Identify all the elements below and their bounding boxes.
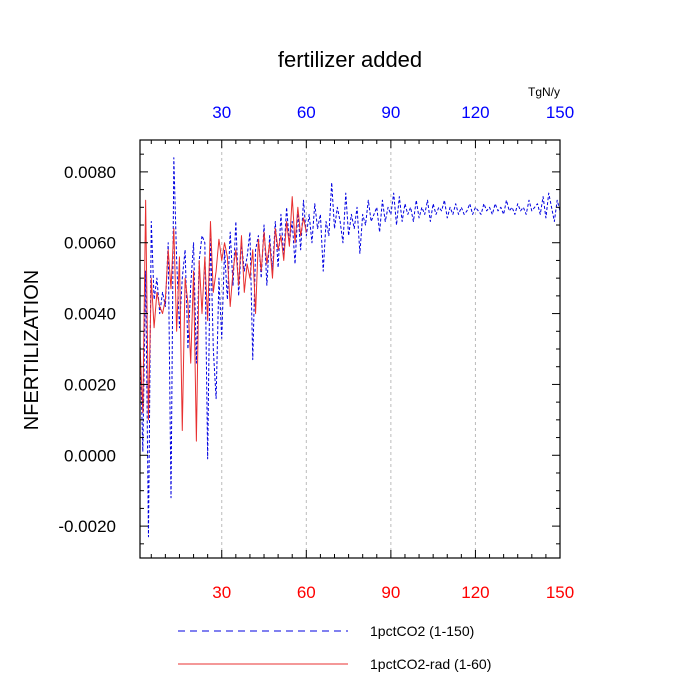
x-tick-label-top-30: 30: [212, 103, 231, 122]
x-tick-label-top-150: 150: [546, 103, 574, 122]
grid-lines: [221, 140, 476, 558]
x-tick-label-top-120: 120: [461, 103, 489, 122]
y-tick-label-4: 0.0060: [64, 234, 116, 253]
y-tick-label-1: 0.0000: [64, 446, 116, 465]
y-tick-label-2: 0.0020: [64, 375, 116, 394]
tick-labels: 30 30 60 60 90 90 120 120 150 150 -0.0020 0.0000 0.0…: [58, 103, 574, 602]
top-axis-unit: TgN/y: [528, 85, 560, 99]
series-layer: [139, 157, 561, 538]
x-tick-label-bottom-90: 90: [381, 583, 400, 602]
y-axis-label: NFERTILIZATION: [21, 270, 43, 430]
x-tick-label-top-60: 60: [297, 103, 316, 122]
x-tick-label-bottom-60: 60: [297, 583, 316, 602]
chart-title: fertilizer added: [278, 47, 422, 72]
x-tick-label-top-90: 90: [381, 103, 400, 122]
legend: 1pctCO2 (1-150) 1pctCO2-rad (1-60): [178, 623, 491, 672]
series-line-2: [139, 196, 307, 442]
x-tick-label-bottom-30: 30: [212, 583, 231, 602]
y-tick-label-3: 0.0040: [64, 305, 116, 324]
plot-frame: [139, 139, 561, 559]
x-tick-label-bottom-150: 150: [546, 583, 574, 602]
legend-label-series-1: 1pctCO2 (1-150): [370, 623, 474, 639]
y-tick-label-0: -0.0020: [58, 517, 116, 536]
series-line-1: [139, 157, 561, 538]
legend-label-series-2: 1pctCO2-rad (1-60): [370, 656, 491, 672]
axis-ticks: [140, 140, 561, 558]
y-tick-label-5: 0.0080: [64, 163, 116, 182]
x-tick-label-bottom-120: 120: [461, 583, 489, 602]
